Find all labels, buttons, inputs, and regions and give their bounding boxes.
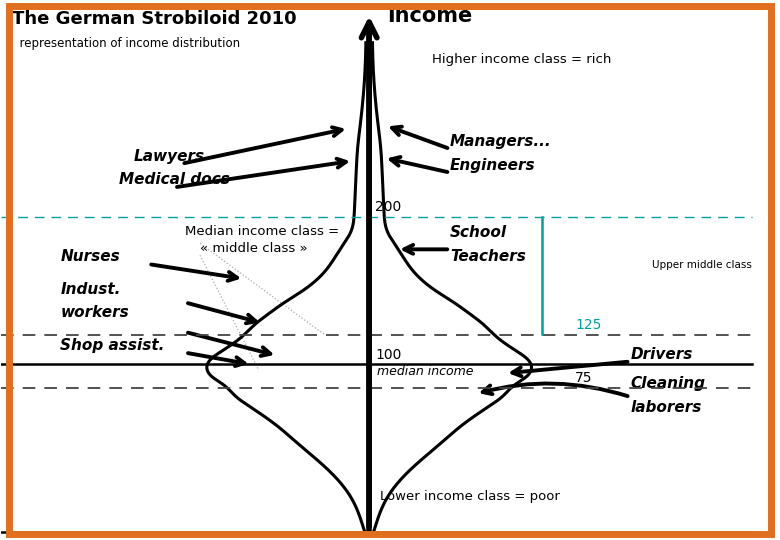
Text: 100: 100 <box>375 348 402 361</box>
Text: Medical docs: Medical docs <box>119 172 230 187</box>
Text: Shop assist.: Shop assist. <box>60 338 165 353</box>
Text: 200: 200 <box>375 200 401 214</box>
Text: « middle class »: « middle class » <box>200 242 307 255</box>
Text: Engineers: Engineers <box>450 158 536 173</box>
Text: Teachers: Teachers <box>450 249 526 264</box>
Text: Cleaning: Cleaning <box>630 376 705 391</box>
Text: representation of income distribution: representation of income distribution <box>12 37 240 50</box>
Text: workers: workers <box>60 305 129 320</box>
Text: Lawyers: Lawyers <box>134 148 205 164</box>
Text: Income: Income <box>388 6 473 26</box>
Text: 75: 75 <box>575 371 593 385</box>
Text: Nurses: Nurses <box>60 249 120 264</box>
Text: laborers: laborers <box>630 400 702 415</box>
Text: Drivers: Drivers <box>630 347 693 361</box>
Text: median income: median income <box>377 365 473 378</box>
Text: Upper middle class: Upper middle class <box>652 260 752 270</box>
Text: School: School <box>450 226 507 240</box>
Text: Indust.: Indust. <box>60 281 121 296</box>
Text: Higher income class = rich: Higher income class = rich <box>431 53 611 66</box>
Text: The German Strobiloid 2010: The German Strobiloid 2010 <box>12 10 297 28</box>
Text: Median income class =: Median income class = <box>186 225 339 238</box>
Text: 125: 125 <box>575 318 601 332</box>
Text: Lower income class = poor: Lower income class = poor <box>380 490 560 503</box>
Text: Managers...: Managers... <box>450 134 551 149</box>
